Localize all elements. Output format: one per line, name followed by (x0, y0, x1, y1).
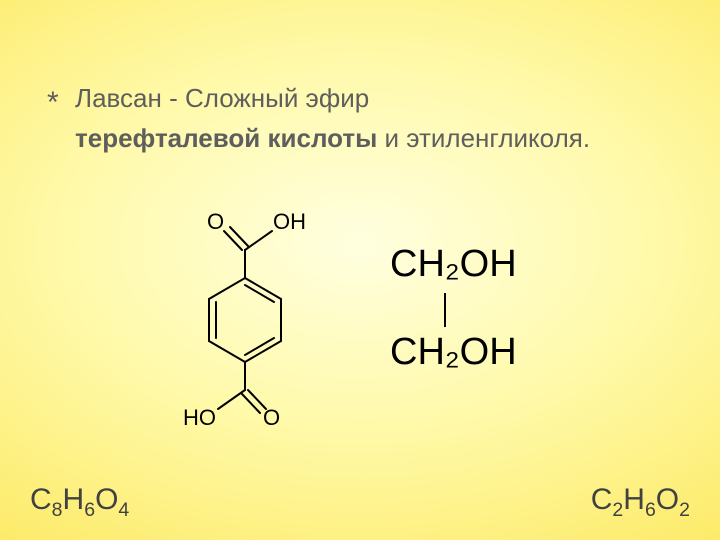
ethylene-glycol-structure: CH₂OH CH₂OH (390, 245, 517, 377)
formula-left-o: O (95, 483, 118, 516)
formula-right-h: H (623, 483, 645, 516)
formula-right-6: 6 (645, 499, 656, 521)
formula-right-2: 2 (612, 499, 623, 521)
formula-left-4: 4 (118, 499, 129, 521)
acid-label-oh-top: OH (273, 209, 306, 234)
headline-part1: Лавсан - Сложный эфир (75, 83, 369, 113)
formula-left-6: 6 (84, 499, 95, 521)
formula-terephthalic: C8H6O4 (30, 483, 129, 522)
glycol-line1: CH₂OH (390, 245, 517, 289)
formula-right-2b: 2 (679, 499, 690, 521)
formula-left-h: H (63, 483, 85, 516)
formula-right-o: O (656, 483, 679, 516)
headline: * Лавсан - Сложный эфир терефталевой кис… (75, 78, 680, 159)
acid-label-o-bot: O (263, 405, 280, 430)
headline-part2: и этиленгликоля. (385, 123, 591, 153)
formula-glycol: C2H6O2 (591, 483, 690, 522)
glycol-bond (390, 289, 517, 333)
terephthalic-acid-structure: O OH O HO (155, 195, 335, 445)
formula-left-8: 8 (52, 499, 63, 521)
formula-right-c: C (591, 483, 613, 516)
bullet-asterisk: * (47, 80, 59, 127)
terephthalic-acid-svg: O OH O HO (155, 195, 335, 445)
glycol-line2: CH₂OH (390, 333, 517, 377)
acid-label-o-top: O (207, 209, 224, 234)
formula-left-c: C (30, 483, 52, 516)
headline-bold: терефталевой кислоты (75, 123, 377, 153)
acid-label-ho-bot: HO (183, 405, 216, 430)
